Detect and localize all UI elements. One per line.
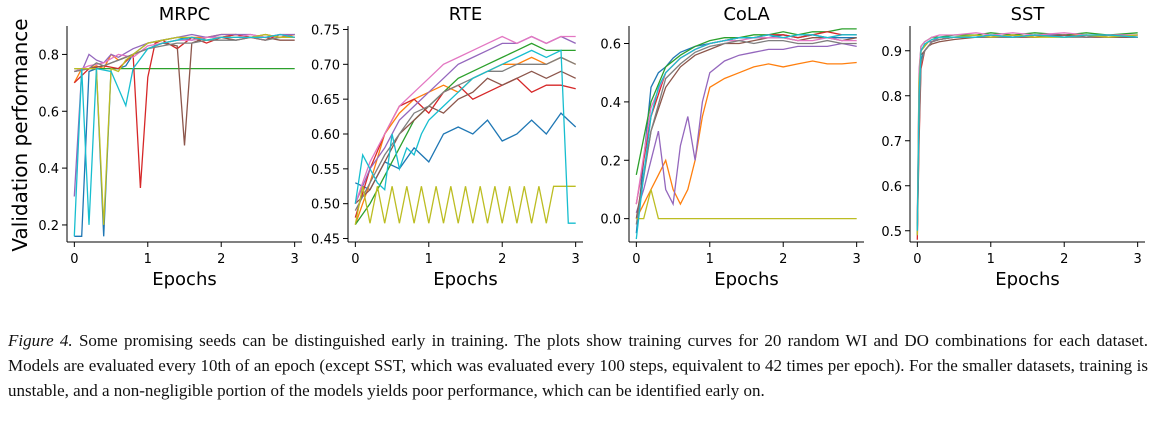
y-axis-label: Validation performance [8,18,32,251]
x-tick-label: 1 [425,252,433,267]
series-line-9 [916,34,1138,236]
x-axis-label: Epochs [152,269,217,290]
series-line-5 [635,42,857,213]
series-line-4 [916,34,1138,240]
series-line-10 [73,33,295,237]
y-tick-label: 0.50 [311,198,340,213]
x-tick-label: 1 [987,252,995,267]
y-tick-label: 0.8 [38,48,59,63]
series-line-10 [354,49,576,224]
chart-title: CoLA [723,4,770,25]
x-tick-label: 0 [351,252,359,267]
caption-text: Some promising seeds can be distinguishe… [8,331,1149,400]
chart-title: RTE [449,4,483,25]
y-tick-label: 0.6 [881,180,902,195]
series-line-1 [355,112,577,191]
series-line-8 [74,36,295,73]
x-tick-label: 3 [572,252,580,267]
y-tick-label: 0.75 [311,23,340,38]
series-line-9 [354,185,576,225]
y-tick-label: 0.2 [38,219,59,234]
y-tick-label: 0.5 [881,225,902,240]
series-line-1 [916,34,1138,236]
series-line-7 [354,35,576,204]
y-tick-label: 0.2 [600,154,621,169]
series-line-6 [635,37,857,219]
chart-title: MRPC [159,4,210,25]
chart-title: SST [1011,4,1046,25]
series-line-3 [354,42,576,225]
series-line-6 [916,34,1138,227]
series-line-3 [635,28,857,176]
y-tick-label: 0.7 [881,135,902,150]
series-line-5 [73,33,295,197]
series-line-10 [635,34,857,240]
series-line-9 [636,189,857,220]
x-axis-label: Epochs [995,269,1060,290]
series-line-8 [635,39,857,225]
panel-rte: 0 1 2 3 0.45 0.50 0.55 0.60 0.65 0.70 0.75 RTE Epoch… [311,4,583,290]
caption-label: Figure 4. [8,331,73,350]
series-line-8 [354,56,576,211]
y-tick-label: 0.0 [600,213,621,228]
series-line-6 [74,36,295,146]
series-line-3 [916,32,1138,227]
x-tick-label: 0 [632,252,640,267]
series-line-4 [635,31,857,205]
figure-charts: Validation performance 0 1 2 3 0.2 0.4 0.6 0.8 M… [8,4,1145,290]
panel-sst: 0 1 2 3 0.5 0.6 0.7 0.8 0.9 SST Epochs [881,4,1145,290]
series-line-6 [354,70,576,205]
x-tick-label: 2 [217,252,225,267]
series-line-5 [916,34,1138,231]
x-tick-label: 1 [144,252,152,267]
x-tick-label: 0 [70,252,78,267]
series-line-4 [354,77,576,218]
series-line-10 [916,34,1138,231]
y-tick-label: 0.9 [881,45,902,60]
panel-cola: 0 1 2 3 0.0 0.2 0.4 0.6 CoLA Epochs [600,4,864,290]
series-line-9 [74,33,295,225]
series-line-2 [916,34,1138,231]
x-tick-label: 3 [1134,252,1142,267]
y-tick-label: 0.55 [311,163,340,178]
y-tick-label: 0.6 [600,38,621,53]
y-tick-label: 0.4 [38,162,59,177]
x-tick-label: 0 [913,252,921,267]
series-line-2 [635,60,857,219]
y-tick-label: 0.6 [38,105,59,120]
panel-mrpc: 0 1 2 3 0.2 0.4 0.6 0.8 MRPC Epochs [38,4,302,290]
x-tick-label: 3 [291,252,299,267]
y-tick-label: 0.60 [311,128,340,143]
x-axis-label: Epochs [433,269,498,290]
x-tick-label: 2 [779,252,787,267]
x-tick-label: 1 [706,252,714,267]
series-line-8 [916,34,1138,231]
y-tick-label: 0.4 [600,96,621,111]
x-tick-label: 2 [498,252,506,267]
figure-caption: Figure 4. Some promising seeds can be di… [8,328,1148,403]
x-tick-label: 2 [1060,252,1068,267]
x-tick-label: 3 [853,252,861,267]
x-axis-label: Epochs [714,269,779,290]
y-tick-label: 0.65 [311,93,340,108]
series-line-7 [916,32,1138,222]
series-line-5 [354,35,576,204]
y-tick-label: 0.8 [881,90,902,105]
y-tick-label: 0.45 [311,233,340,248]
y-tick-label: 0.70 [311,58,340,73]
